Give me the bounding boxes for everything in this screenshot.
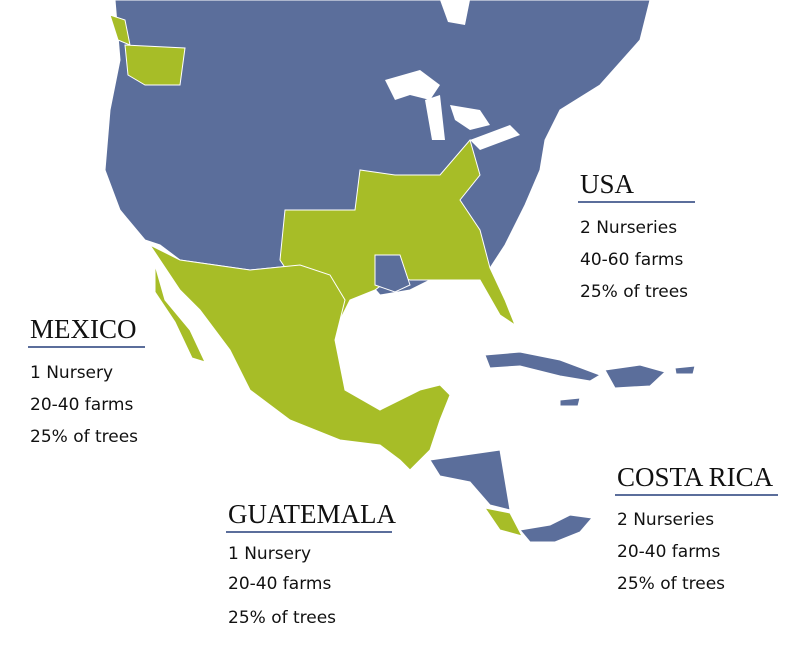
region-title: COSTA RICA	[617, 462, 774, 492]
mexico	[148, 243, 451, 471]
region-stat: 1 Nursery	[228, 544, 311, 564]
washington	[109, 14, 186, 86]
region-stat: 20-40 farms	[30, 395, 133, 415]
region-stat: 25% of trees	[617, 574, 725, 594]
region-stat: 2 Nurseries	[617, 510, 714, 530]
hudson-bay	[440, 0, 470, 25]
caribbean	[484, 351, 696, 407]
great-lakes	[385, 70, 520, 150]
region-stat: 25% of trees	[30, 427, 138, 447]
costa-rica	[483, 507, 523, 537]
region-stat: 2 Nurseries	[580, 218, 677, 238]
landmass	[104, 0, 696, 543]
region-title: GUATEMALA	[228, 499, 396, 529]
region-title: USA	[580, 169, 635, 199]
region-stat: 20-40 farms	[617, 542, 720, 562]
louisiana	[374, 254, 411, 293]
region-stat: 20-40 farms	[228, 574, 331, 594]
southern-states	[279, 138, 517, 327]
region-stat: 25% of trees	[580, 282, 688, 302]
baja	[154, 264, 206, 363]
region-stat: 25% of trees	[228, 608, 336, 628]
region-title: MEXICO	[30, 314, 137, 344]
region-stat: 40-60 farms	[580, 250, 683, 270]
panama	[519, 514, 593, 543]
honduras-nicaragua	[429, 449, 511, 511]
region-stat: 1 Nursery	[30, 363, 113, 383]
